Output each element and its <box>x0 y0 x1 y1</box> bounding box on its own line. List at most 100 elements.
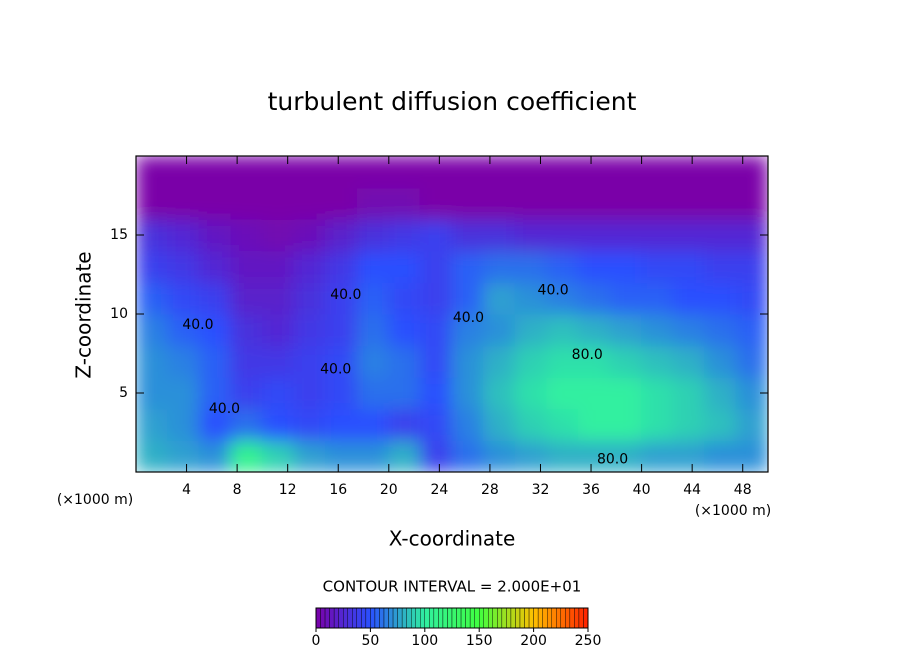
cell <box>735 187 768 220</box>
cell <box>325 376 358 410</box>
cell <box>641 439 674 472</box>
x-tick-label: 8 <box>233 482 242 498</box>
cell <box>704 218 737 252</box>
cell <box>230 156 263 189</box>
cell <box>356 218 390 252</box>
colorbar-cell <box>356 607 362 629</box>
cell <box>609 408 643 441</box>
colorbar-cell <box>456 607 462 629</box>
cell <box>136 313 169 347</box>
cell <box>167 250 200 283</box>
colorbar-cell <box>565 607 571 629</box>
cell <box>704 313 737 347</box>
cell <box>293 439 327 472</box>
colorbar-cell <box>483 607 489 629</box>
cell <box>577 439 611 472</box>
y-tick-label: 15 <box>110 227 128 243</box>
x-unit-label: (×1000 m) <box>57 492 133 508</box>
cell <box>735 156 768 189</box>
cell <box>419 345 453 378</box>
cell <box>136 250 169 283</box>
cell <box>136 156 169 189</box>
cell <box>577 313 611 347</box>
cell <box>546 218 579 252</box>
contour-label: 40.0 <box>209 401 240 417</box>
cell <box>451 408 485 441</box>
cell <box>704 376 737 410</box>
colorbar-cell <box>420 607 425 629</box>
cell <box>293 345 327 378</box>
cell <box>167 345 200 378</box>
cell <box>325 250 358 283</box>
x-axis-label: X-coordinate <box>389 527 516 551</box>
chart-title: turbulent diffusion coefficient <box>268 87 637 116</box>
cell <box>419 250 453 283</box>
cell <box>356 187 390 220</box>
cell <box>388 313 421 347</box>
colorbar-cell <box>551 607 557 629</box>
cell <box>230 376 263 410</box>
contour-label: 40.0 <box>538 282 569 298</box>
colorbar-cell <box>352 607 357 629</box>
cell <box>388 439 421 472</box>
colorbar-cell <box>501 607 507 629</box>
cell <box>167 376 200 410</box>
cell <box>451 376 485 410</box>
y-tick-label: 10 <box>110 306 128 322</box>
cell <box>451 250 485 283</box>
cell <box>388 187 421 220</box>
colorbar-cell <box>524 607 530 629</box>
colorbar-tick-label: 100 <box>411 633 438 649</box>
colorbar-cell <box>347 607 353 629</box>
x-tick-label: 40 <box>633 482 651 498</box>
colorbar-cell <box>451 607 457 629</box>
cell <box>514 439 548 472</box>
cell <box>704 439 737 472</box>
cell <box>167 156 200 189</box>
cell <box>672 408 706 441</box>
x-tick-label: 24 <box>430 482 448 498</box>
cell <box>672 439 706 472</box>
colorbar-cell <box>460 607 466 629</box>
cell <box>419 376 453 410</box>
cell <box>198 281 232 315</box>
cell <box>325 408 358 441</box>
cell <box>735 439 768 472</box>
cell <box>514 313 548 347</box>
cell <box>230 408 263 441</box>
colorbar-tick-label: 0 <box>312 633 321 649</box>
colorbar-cell <box>556 607 561 629</box>
cell <box>641 281 674 315</box>
cell <box>641 156 674 189</box>
cell <box>388 281 421 315</box>
cell <box>514 376 548 410</box>
cell <box>546 250 579 283</box>
colorbar-cell <box>315 607 321 629</box>
cell <box>514 218 548 252</box>
cell <box>514 408 548 441</box>
cell <box>325 439 358 472</box>
cell <box>451 345 485 378</box>
cell <box>198 218 232 252</box>
colorbar-cell <box>329 607 335 629</box>
colorbar-cell <box>370 607 376 629</box>
cell <box>672 313 706 347</box>
cell <box>230 345 263 378</box>
colorbar-cell <box>324 607 330 629</box>
colorbar-cell <box>465 607 471 629</box>
cell <box>198 187 232 220</box>
cell <box>546 376 579 410</box>
cell <box>230 281 263 315</box>
cell <box>514 187 548 220</box>
cell <box>609 313 643 347</box>
cell <box>609 250 643 283</box>
cell <box>419 218 453 252</box>
colorbar-cell <box>519 607 525 629</box>
cell <box>704 187 737 220</box>
cell <box>356 439 390 472</box>
cell <box>325 218 358 252</box>
cell <box>704 345 737 378</box>
cell <box>546 439 579 472</box>
cell <box>735 250 768 283</box>
colorbar-cell <box>497 607 503 629</box>
